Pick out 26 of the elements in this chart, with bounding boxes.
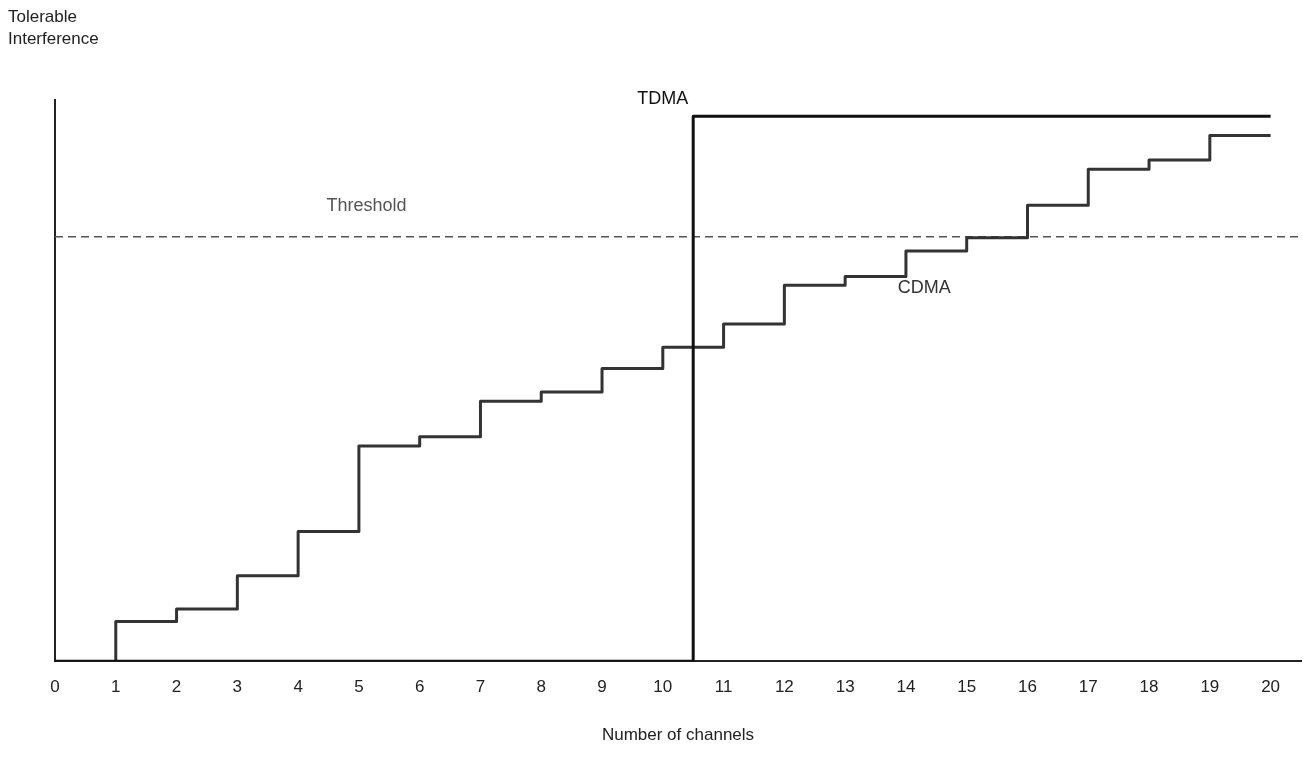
x-tick-label: 3 [232, 677, 243, 697]
x-tick-label: 6 [414, 677, 425, 697]
x-tick-label: 18 [1139, 677, 1159, 697]
x-tick-label: 19 [1200, 677, 1220, 697]
x-tick-label: 13 [835, 677, 855, 697]
x-tick-label: 2 [171, 677, 182, 697]
ref-line-label: Threshold [326, 194, 407, 215]
x-tick-label: 1 [111, 677, 121, 697]
x-tick-label: 12 [774, 677, 794, 697]
x-tick-label: 0 [50, 677, 60, 697]
x-axis-title: Number of channels [601, 725, 755, 745]
x-tick-label: 5 [354, 677, 364, 697]
x-tick-label: 15 [957, 677, 977, 697]
series-label: CDMA [897, 276, 951, 297]
x-tick-label: 8 [536, 677, 546, 697]
x-tick-label: 4 [293, 677, 303, 697]
series-label: TDMA [637, 88, 689, 109]
x-tick-label: 10 [653, 677, 673, 697]
x-tick-label: 20 [1261, 677, 1281, 697]
y-axis-title: Tolerable Interference [8, 6, 100, 50]
x-tick-label: 11 [714, 677, 733, 697]
x-tick-label: 9 [597, 677, 607, 697]
x-tick-label: 17 [1078, 677, 1098, 697]
x-tick-label: 7 [475, 677, 486, 697]
x-tick-label: 14 [896, 677, 916, 697]
x-tick-label: 16 [1018, 677, 1037, 697]
